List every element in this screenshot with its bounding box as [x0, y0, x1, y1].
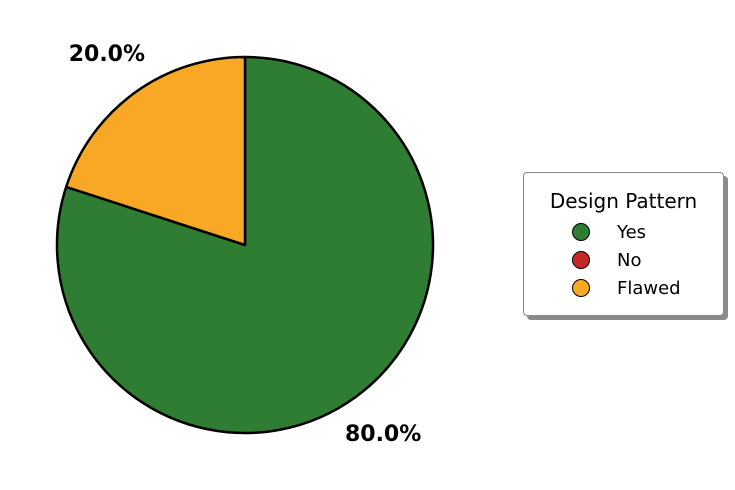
legend-marker-no — [572, 251, 590, 269]
slice-label-flawed: 20.0% — [69, 42, 145, 67]
legend-label-no: No — [617, 250, 642, 271]
legend-label-flawed: Flawed — [617, 278, 681, 299]
legend-title: Design Pattern — [549, 189, 698, 213]
legend-marker-flawed — [572, 279, 590, 297]
slice-label-yes: 80.0% — [345, 422, 421, 447]
legend-label-yes: Yes — [617, 222, 647, 243]
legend: Design Pattern Yes No Flawed — [523, 172, 724, 316]
pie-slice-flawed — [64, 55, 247, 247]
legend-marker-yes — [572, 223, 590, 241]
